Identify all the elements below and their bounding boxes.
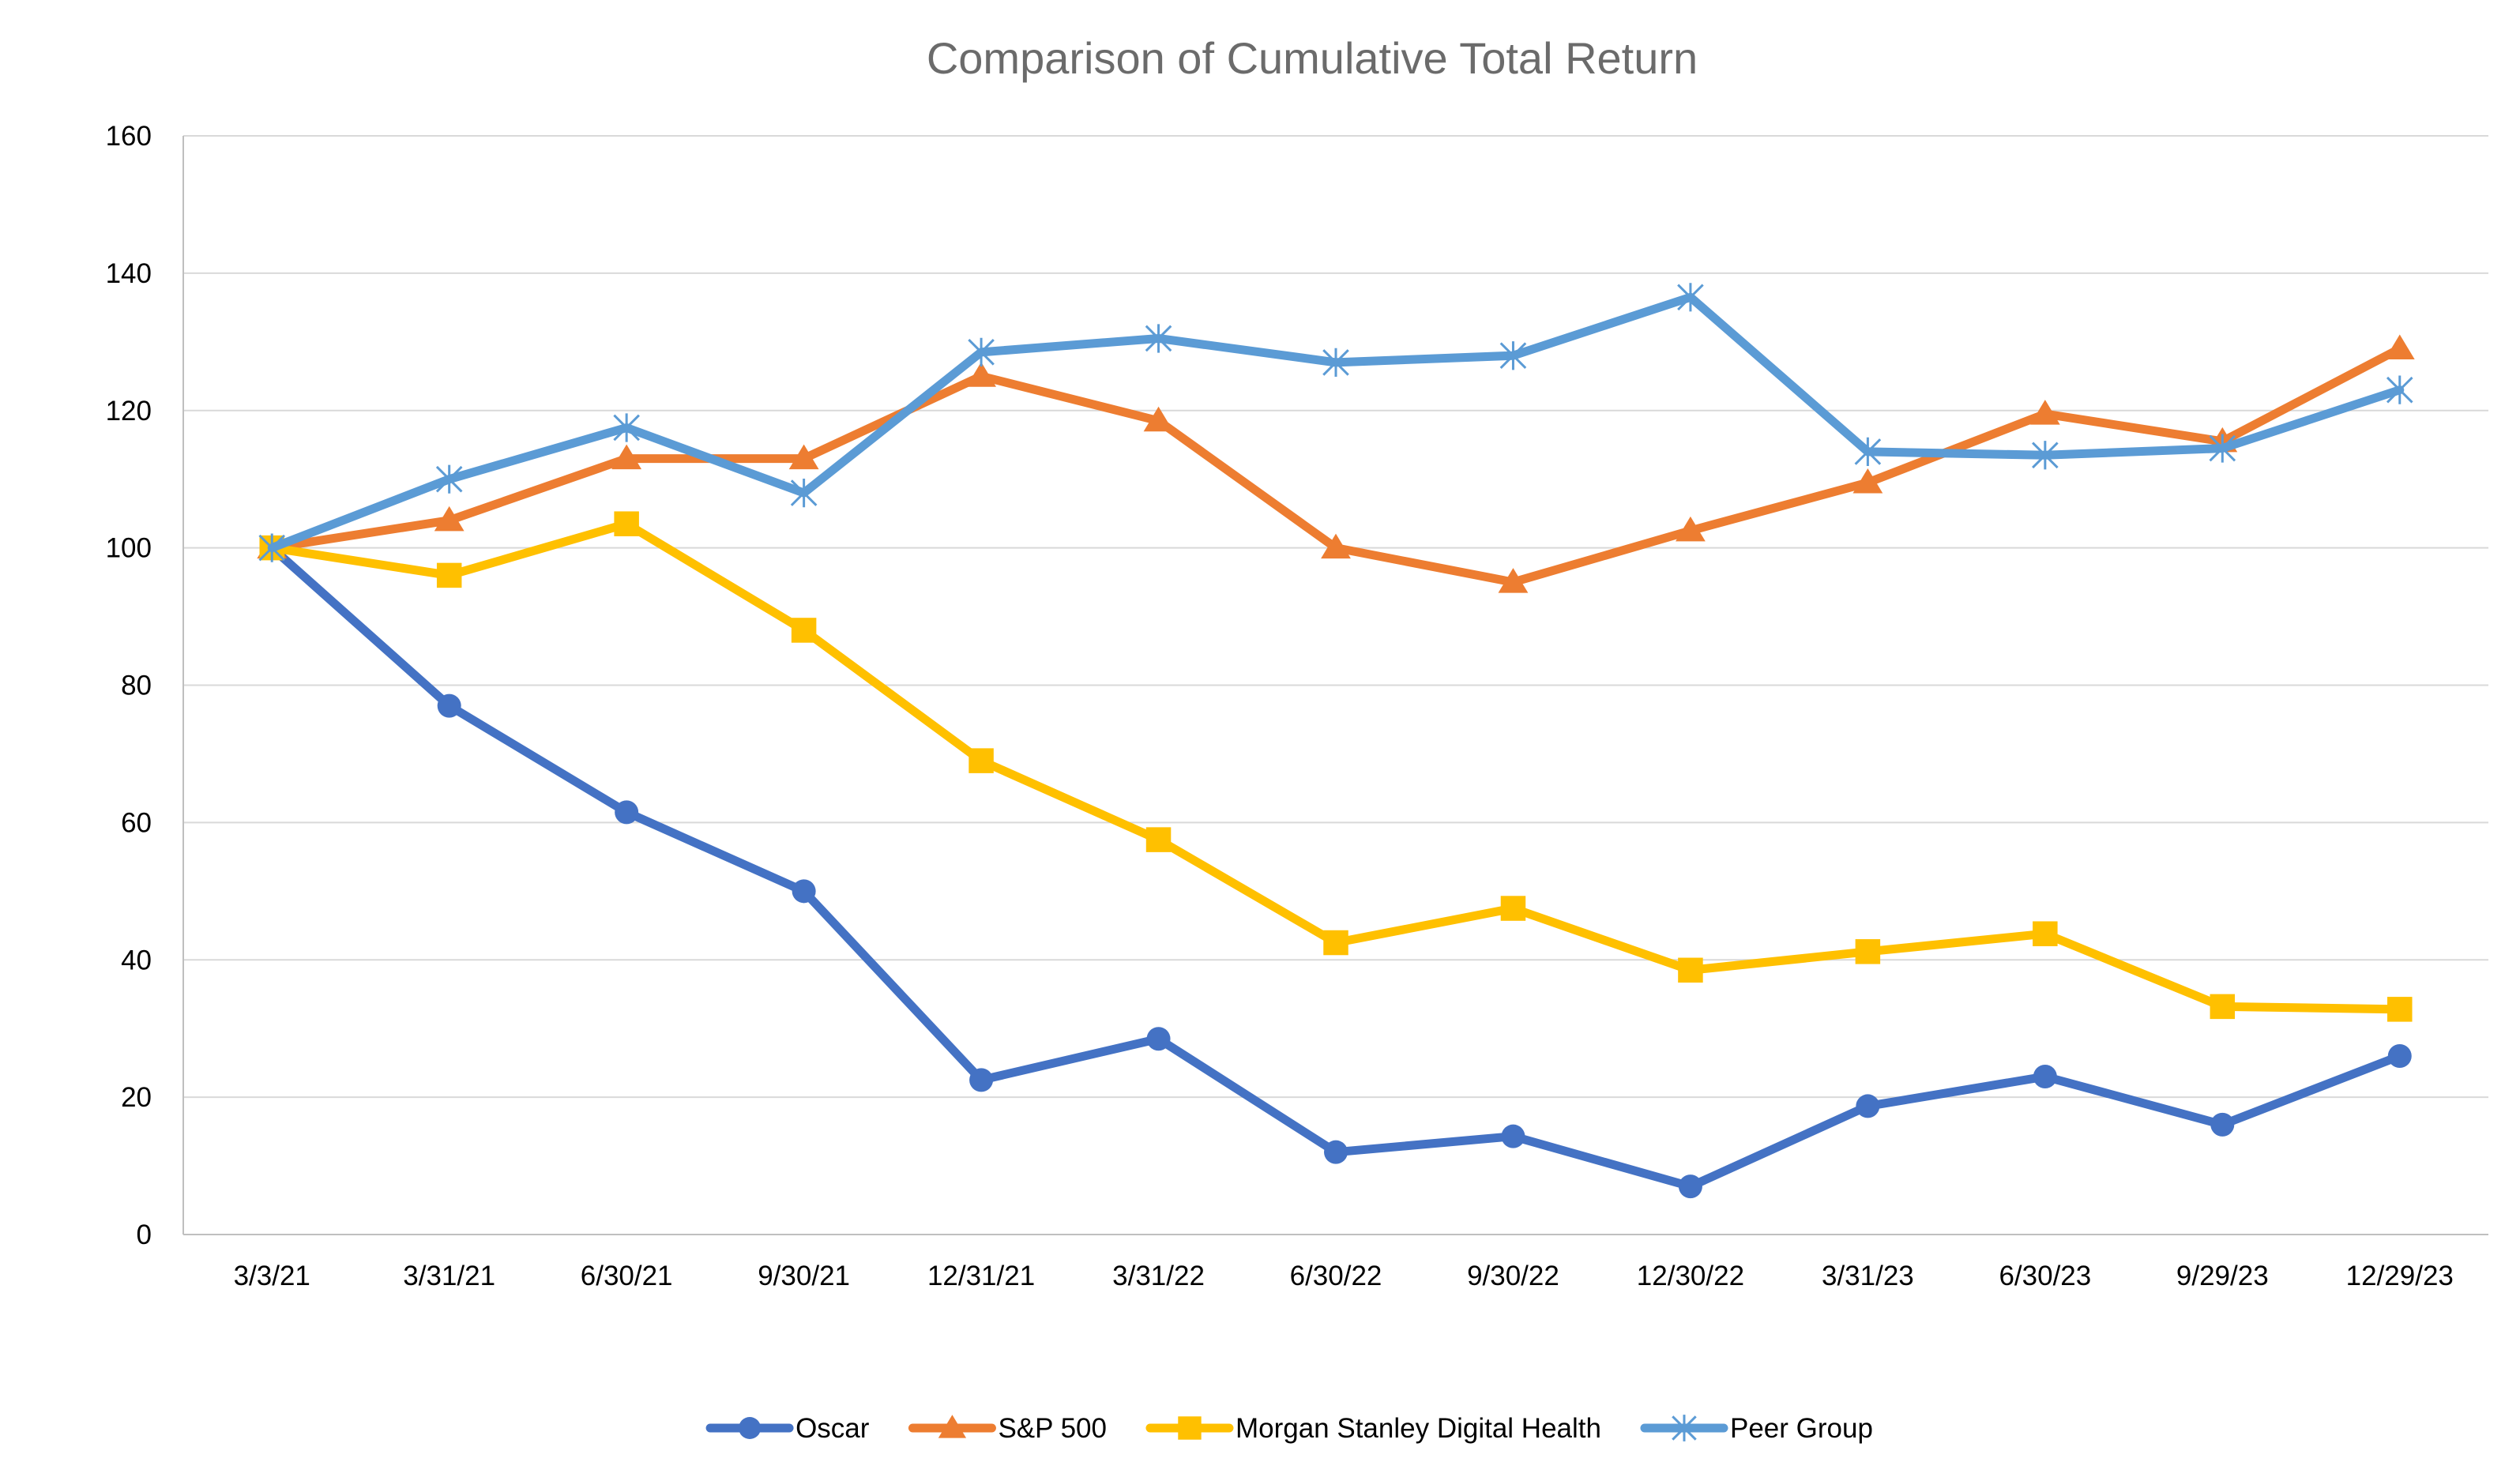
series-peer-group: [258, 283, 2413, 562]
data-point-morgan-stanley-digital-health: [969, 748, 994, 773]
data-point-s-p-500: [966, 362, 996, 387]
x-tick-label: 3/31/23: [1822, 1261, 1914, 1291]
data-point-morgan-stanley-digital-health: [2033, 921, 2058, 946]
data-point-morgan-stanley-digital-health: [2387, 997, 2413, 1022]
data-point-morgan-stanley-digital-health: [1500, 896, 1526, 921]
x-tick-label: 12/29/23: [2346, 1261, 2454, 1291]
data-point-oscar: [437, 693, 461, 718]
legend-item-oscar: Oscar: [705, 1413, 870, 1444]
data-point-oscar: [1501, 1124, 1525, 1148]
y-tick-label: 140: [106, 258, 152, 289]
data-point-s-p-500: [1852, 468, 1883, 494]
legend-marker-peer-group: [1672, 1415, 1697, 1441]
data-point-oscar: [2033, 1065, 2057, 1089]
legend-item-morgan-stanley-digital-health: Morgan Stanley Digital Health: [1145, 1413, 1601, 1444]
data-point-oscar: [2210, 1112, 2235, 1137]
data-point-oscar: [1146, 1027, 1171, 1051]
y-tick-label: 20: [121, 1082, 152, 1113]
legend-item-peer-group: Peer Group: [1640, 1413, 1873, 1444]
legend-label-peer-group: Peer Group: [1730, 1413, 1873, 1444]
data-point-oscar: [1856, 1094, 1880, 1118]
legend-label-morgan-stanley-digital-health: Morgan Stanley Digital Health: [1236, 1413, 1601, 1444]
data-point-peer-group: [613, 413, 640, 442]
data-point-oscar: [2387, 1043, 2412, 1068]
data-point-s-p-500: [1143, 406, 1174, 432]
chart-title: Comparison of Cumulative Total Return: [927, 33, 1698, 83]
data-point-morgan-stanley-digital-health: [614, 511, 639, 536]
data-point-oscar: [1324, 1140, 1348, 1164]
data-point-peer-group: [258, 533, 286, 562]
data-point-peer-group: [435, 464, 463, 494]
x-tick-label: 9/30/22: [1467, 1261, 1559, 1291]
y-tick-label: 40: [121, 945, 152, 975]
data-point-s-p-500: [1321, 533, 1351, 559]
data-point-peer-group: [1677, 283, 1704, 312]
x-tick-label: 9/30/21: [758, 1261, 850, 1291]
data-point-morgan-stanley-digital-health: [2210, 994, 2236, 1020]
y-tick-label: 60: [121, 807, 152, 838]
data-point-s-p-500: [2384, 334, 2415, 360]
x-tick-label: 3/3/21: [234, 1261, 310, 1291]
x-tick-label: 12/31/21: [927, 1261, 1035, 1291]
x-tick-label: 6/30/23: [1999, 1261, 2091, 1291]
legend-marker-s-p-500: [938, 1415, 967, 1438]
data-point-oscar: [969, 1068, 994, 1092]
data-point-s-p-500: [788, 444, 819, 470]
data-point-morgan-stanley-digital-health: [791, 618, 817, 643]
data-point-s-p-500: [611, 444, 642, 470]
x-tick-label: 3/31/22: [1112, 1261, 1205, 1291]
series-oscar: [260, 536, 2412, 1199]
x-tick-label: 6/30/22: [1290, 1261, 1382, 1291]
data-point-peer-group: [968, 337, 995, 366]
data-point-s-p-500: [2029, 400, 2060, 425]
data-point-oscar: [615, 800, 639, 825]
data-point-s-p-500: [1676, 516, 1706, 542]
data-point-morgan-stanley-digital-health: [436, 562, 462, 588]
series-morgan-stanley-digital-health: [259, 511, 2413, 1022]
data-point-peer-group: [1854, 437, 1882, 467]
x-tick-label: 3/31/21: [403, 1261, 495, 1291]
data-point-peer-group: [1322, 348, 1349, 378]
legend-label-oscar: Oscar: [795, 1413, 870, 1444]
legend-item-s-p-500: S&P 500: [908, 1413, 1107, 1444]
data-point-s-p-500: [1498, 568, 1529, 593]
data-point-peer-group: [1145, 324, 1172, 353]
data-point-oscar: [792, 879, 816, 904]
y-tick-label: 100: [106, 533, 152, 564]
data-point-peer-group: [2386, 375, 2413, 404]
y-tick-label: 160: [106, 121, 152, 152]
y-tick-label: 80: [121, 671, 152, 701]
x-tick-label: 9/29/23: [2176, 1261, 2269, 1291]
legend-label-s-p-500: S&P 500: [998, 1413, 1107, 1444]
data-point-morgan-stanley-digital-health: [1145, 827, 1172, 852]
x-tick-label: 6/30/21: [581, 1261, 673, 1291]
data-point-oscar: [1678, 1174, 1702, 1199]
data-point-morgan-stanley-digital-health: [1855, 939, 1881, 964]
data-point-s-p-500: [434, 505, 465, 532]
y-tick-label: 120: [106, 396, 152, 427]
legend: Oscar S&P 500 Morgan Stanley Digital Healt…: [705, 1413, 1873, 1444]
y-tick-label: 0: [137, 1220, 152, 1250]
legend-marker-morgan-stanley-digital-health: [1178, 1416, 1202, 1440]
legend-marker-oscar: [739, 1417, 762, 1439]
x-tick-label: 12/30/22: [1637, 1261, 1744, 1291]
data-point-peer-group: [2032, 441, 2059, 470]
data-point-morgan-stanley-digital-health: [1323, 930, 1348, 956]
series-line-oscar: [267, 543, 2405, 1191]
data-point-peer-group: [2209, 434, 2236, 463]
data-point-peer-group: [790, 478, 818, 508]
data-point-peer-group: [1499, 341, 1527, 370]
data-point-morgan-stanley-digital-health: [1678, 957, 1703, 983]
